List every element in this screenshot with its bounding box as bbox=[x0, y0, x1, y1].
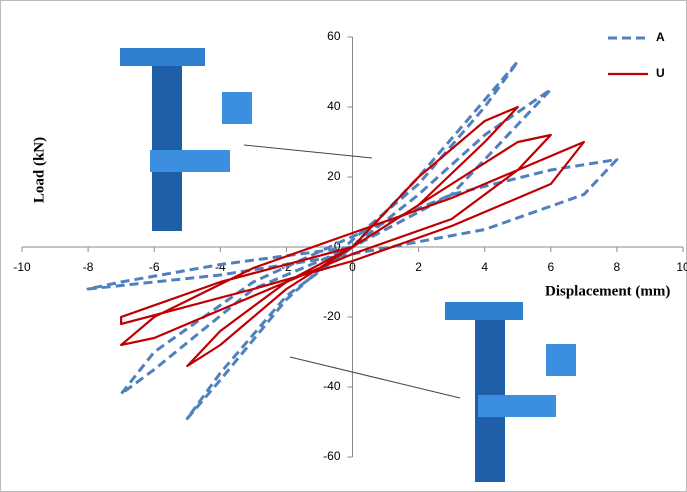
chart-border bbox=[1, 1, 687, 492]
x-tick-label: -10 bbox=[13, 260, 31, 274]
y-tick-label: -40 bbox=[323, 379, 341, 393]
y-tick-label: 60 bbox=[327, 29, 341, 43]
x-tick-label: 6 bbox=[547, 260, 554, 274]
x-tick-label: 4 bbox=[481, 260, 488, 274]
x-tick-label: 10 bbox=[676, 260, 687, 274]
page: {"chart_data": {"type": "line", "x_label… bbox=[0, 0, 687, 492]
chart: -10-8-6-4-20246810-60-40-200204060AU Dis… bbox=[0, 0, 687, 492]
x-tick-label: -6 bbox=[149, 260, 160, 274]
y-tick-label: -20 bbox=[323, 309, 341, 323]
x-tick-label: -4 bbox=[215, 260, 226, 274]
x-tick-label: 2 bbox=[415, 260, 422, 274]
x-axis-label: Displacement (mm) bbox=[545, 283, 670, 299]
x-tick-label: 8 bbox=[614, 260, 621, 274]
y-tick-label: -60 bbox=[323, 449, 341, 463]
x-tick-label: -8 bbox=[83, 260, 94, 274]
y-tick-label: 40 bbox=[327, 99, 341, 113]
y-axis-label: Load (kN) bbox=[31, 137, 47, 203]
legend-label: A bbox=[656, 30, 665, 44]
legend-label: U bbox=[656, 66, 665, 80]
y-tick-label: 20 bbox=[327, 169, 341, 183]
